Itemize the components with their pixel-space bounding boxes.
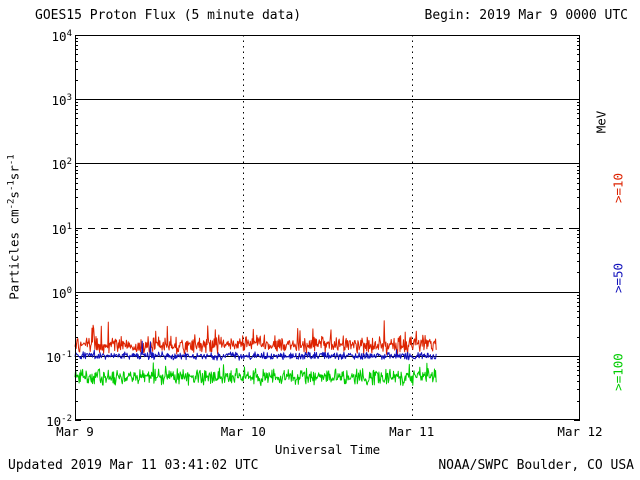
x-tick-label-0: Mar 9 [56, 424, 94, 439]
y-tick-label-1e1: 101 [51, 221, 72, 237]
x-tick-label-2: Mar 11 [389, 424, 435, 439]
x-tick-label-1: Mar 10 [220, 424, 266, 439]
begin-timestamp: Begin: 2019 Mar 9 0000 UTC [424, 8, 629, 23]
series-line-ge10 [74, 320, 437, 355]
y-tick-label-1e0: 100 [51, 285, 72, 301]
y-tick-label-1e-1: 10-1 [46, 349, 72, 365]
credit-label: NOAA/SWPC Boulder, CO USA [438, 458, 634, 473]
x-axis-title: Universal Time [274, 442, 381, 457]
chart-title: GOES15 Proton Flux (5 minute data) [35, 8, 302, 23]
series-label-ge100: >=100 [610, 353, 626, 391]
plot-frame [75, 35, 580, 420]
x-tick-label-3: Mar 12 [557, 424, 603, 439]
plot-area [74, 35, 580, 421]
right-axis-unit-label: MeV [593, 110, 609, 134]
series-label-ge10: >=10 [610, 172, 626, 204]
y-tick-label-1e-2: 10-2 [46, 414, 72, 430]
updated-timestamp: Updated 2019 Mar 11 03:41:02 UTC [8, 458, 259, 473]
series-label-ge50: >=50 [610, 262, 626, 294]
y-tick-label-1e3: 103 [51, 93, 72, 109]
y-axis-title: Particles cm-2s-1sr-1 [6, 154, 22, 300]
series-line-ge50 [74, 340, 437, 361]
y-tick-label-1e4: 104 [51, 29, 72, 45]
series-line-ge100 [74, 362, 437, 387]
y-tick-label-1e2: 102 [51, 157, 72, 173]
